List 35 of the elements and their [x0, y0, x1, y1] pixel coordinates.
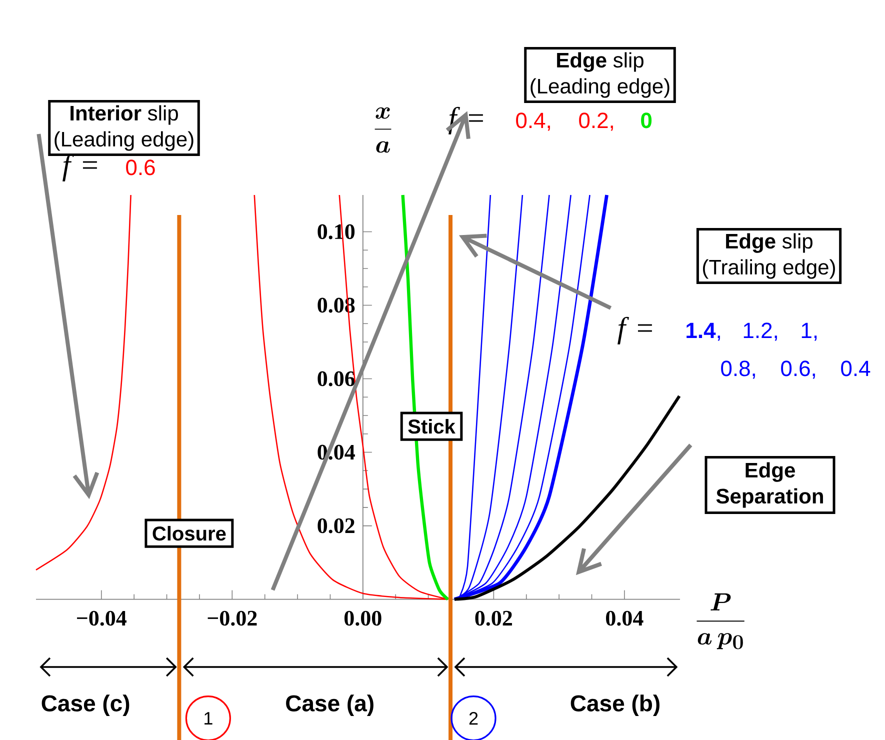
text: 0.4, [516, 112, 550, 131]
text: 1, [802, 322, 817, 341]
text: Interior slip [70, 105, 178, 125]
y-axis-title: $\frac{\boldsymbol{x}}{\boldsymbol{a}}$ [374, 107, 392, 153]
text: 1 [204, 712, 212, 724]
text: 0.6, [781, 360, 815, 379]
text: 1.2, [744, 322, 777, 341]
x-tick-label: −0.02 [208, 610, 257, 626]
x-tick-label: 0.04 [606, 610, 644, 626]
text: 0 [641, 112, 652, 128]
text: 0.4 [841, 360, 870, 376]
ref-line-label: Closure [152, 526, 226, 541]
text: Case (c) [42, 694, 130, 716]
text: 0.2, [579, 112, 613, 131]
text: Edge Separation [716, 462, 823, 508]
x-tick-label: 0.00 [344, 610, 382, 626]
x-tick-label: 0.02 [475, 610, 512, 626]
ref-line-label: Stick [408, 418, 456, 434]
text: 2 [469, 712, 478, 725]
y-tick-label: 0.02 [318, 518, 354, 534]
series-label: 0.6 [126, 160, 155, 176]
text: Case (b) [570, 694, 660, 716]
annotation: f = [618, 316, 652, 344]
text: Edge slip [726, 233, 812, 253]
text: Edge slip [557, 52, 644, 72]
text: (Trailing edge) [703, 259, 835, 279]
text: (Leading edge) [530, 78, 670, 98]
y-tick-label: 0.06 [318, 371, 355, 386]
y-tick-label: 0.04 [318, 444, 355, 460]
text: Case (a) [286, 694, 374, 716]
x-axis-title: $\frac{\boldsymbol{P}}{\boldsymbol{a\,p_0}}$ [696, 593, 744, 650]
text: (Leading edge) [54, 131, 194, 151]
text: 1.4, [686, 322, 720, 341]
text: 0.8, [721, 360, 755, 379]
x-tick-label: −0.04 [77, 610, 126, 626]
